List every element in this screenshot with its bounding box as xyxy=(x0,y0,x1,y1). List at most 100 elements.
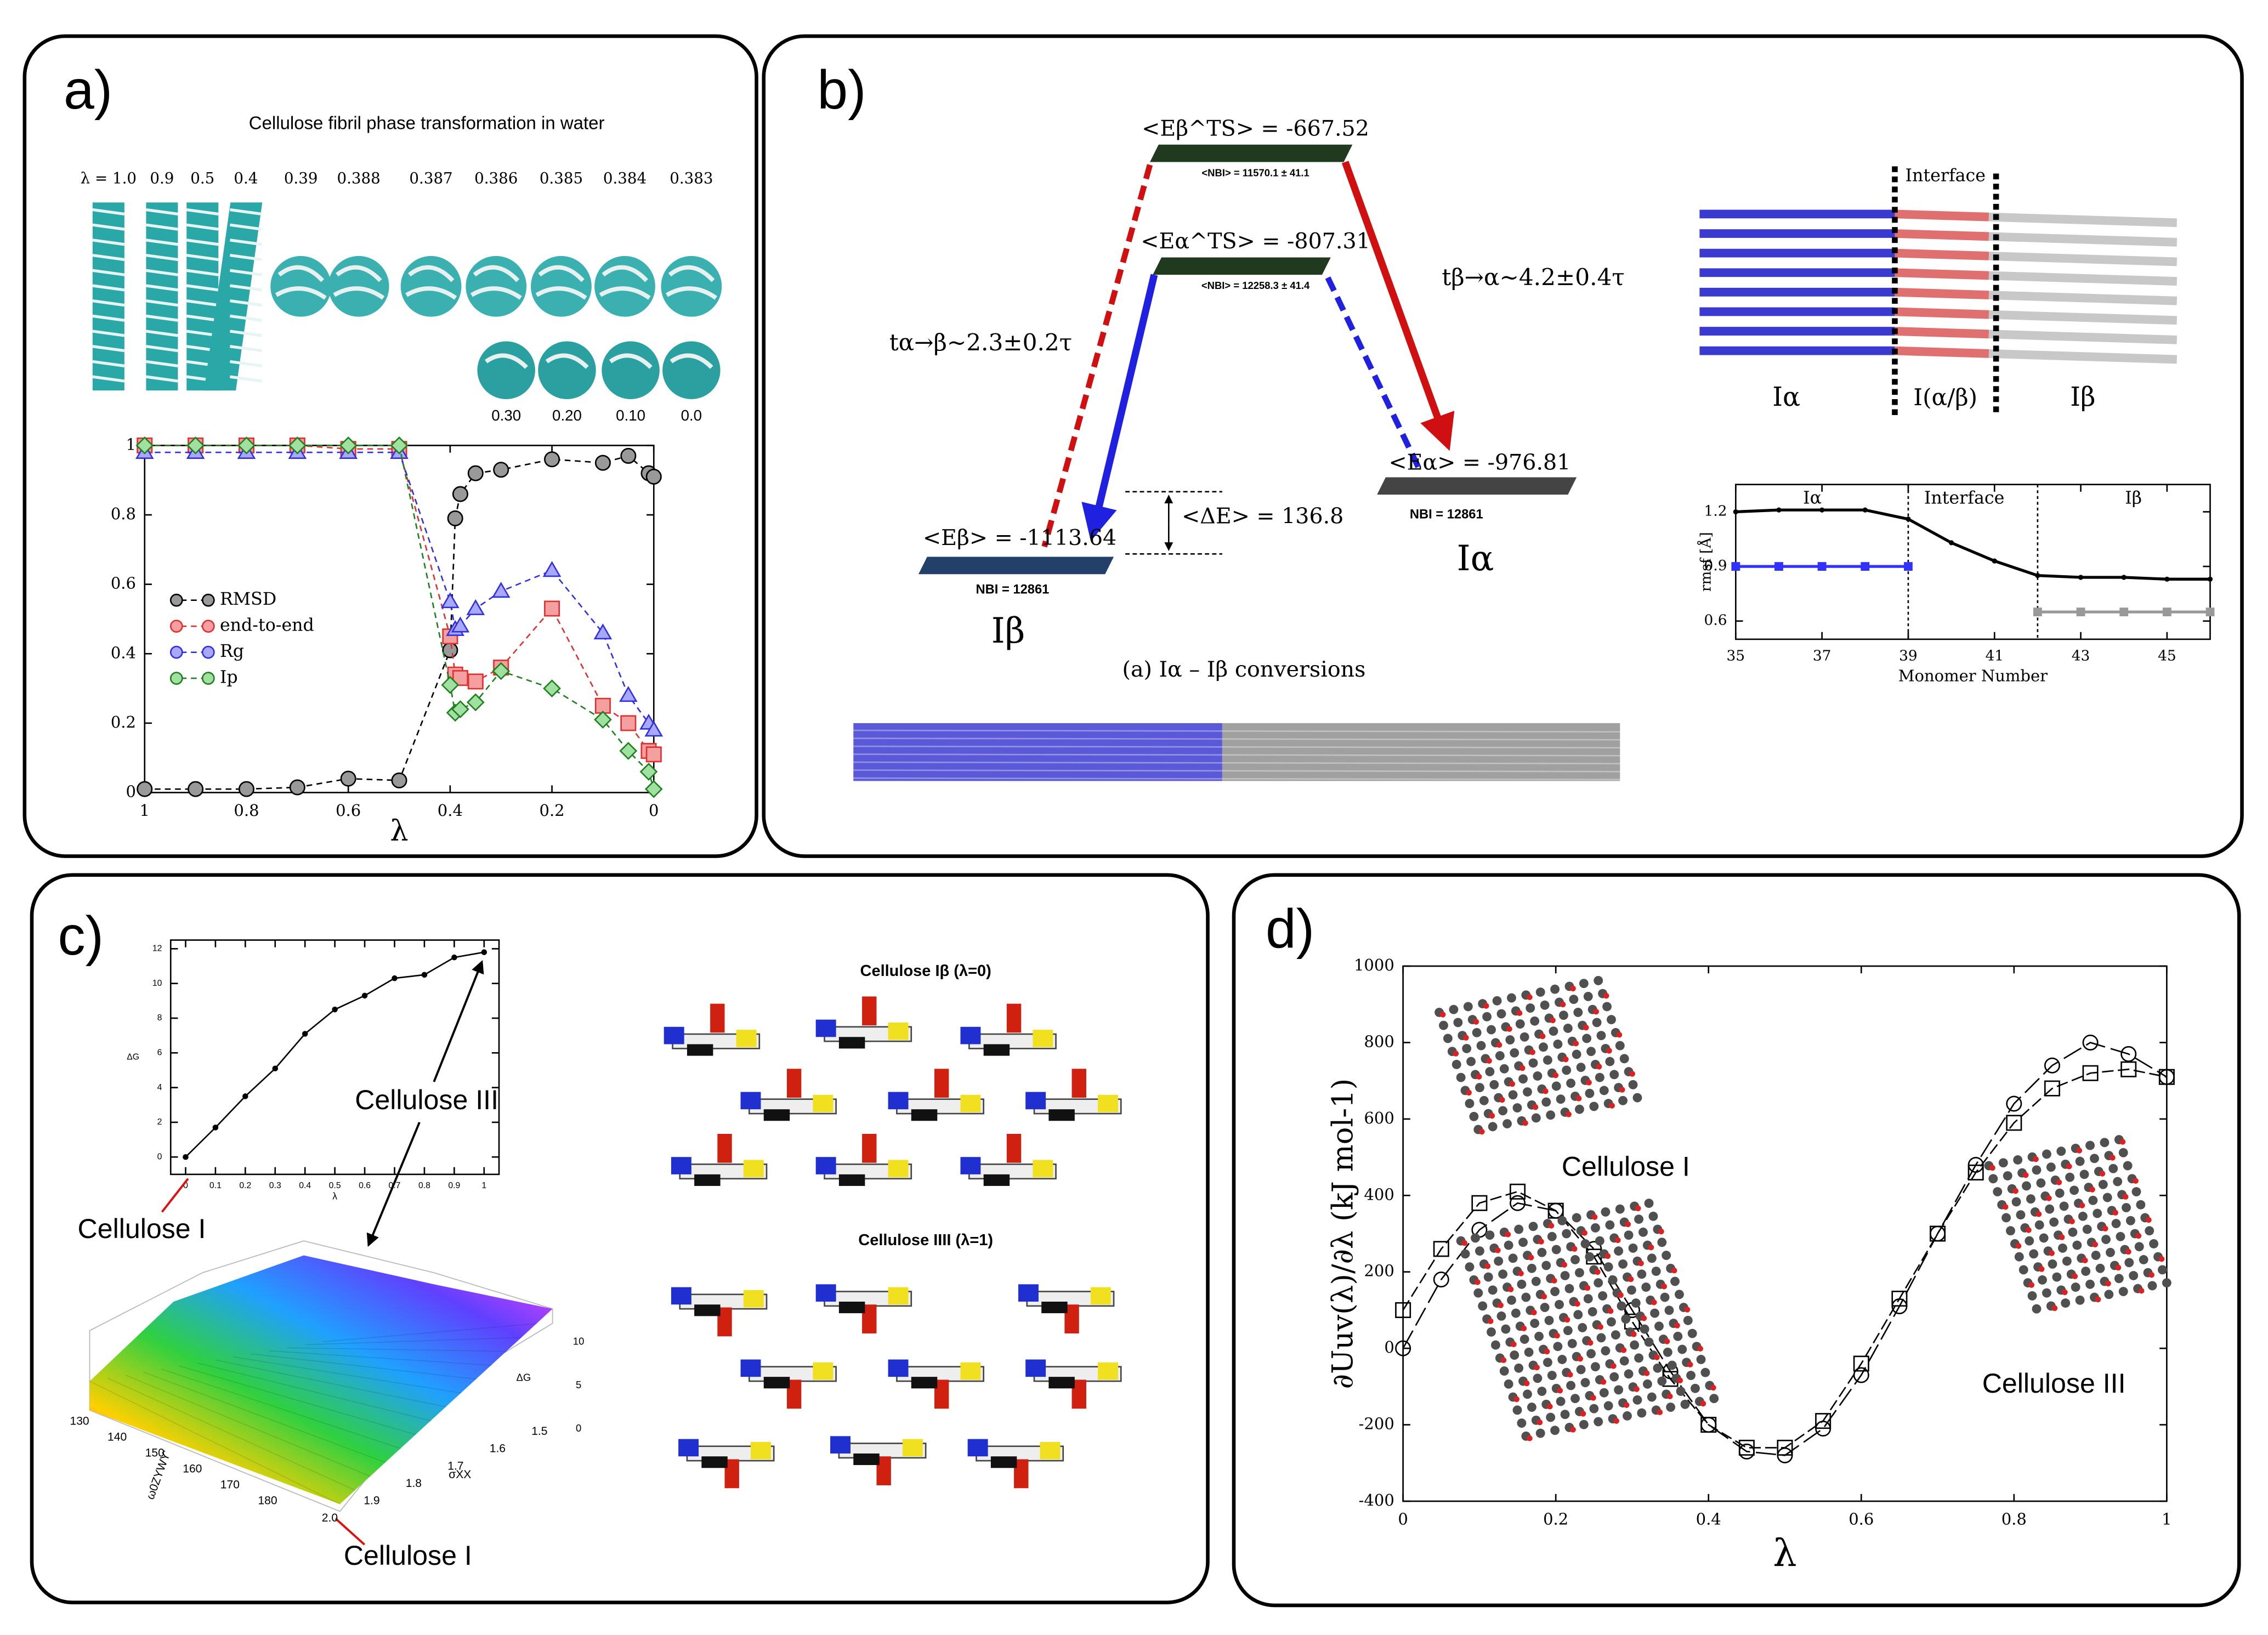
illustration xyxy=(1580,1411,1586,1417)
annotation: Cellulose I xyxy=(1562,1151,1690,1182)
y-tick-label: 0 xyxy=(126,782,135,801)
illustration xyxy=(1648,1244,1654,1251)
illustration xyxy=(1684,1307,1691,1313)
illustration xyxy=(2108,1163,2118,1173)
data-point xyxy=(452,486,468,502)
illustration xyxy=(1527,1263,1536,1273)
illustration xyxy=(1006,1003,1022,1033)
illustration xyxy=(701,1456,728,1468)
illustration xyxy=(1589,1102,1599,1111)
illustration xyxy=(1528,1254,1534,1261)
illustration xyxy=(853,1453,880,1466)
data-point xyxy=(543,679,561,697)
data-point xyxy=(1930,1225,1946,1242)
illustration xyxy=(1697,1346,1703,1352)
illustration xyxy=(1623,1402,1630,1408)
illustration xyxy=(1528,1222,1538,1231)
illustration xyxy=(678,1439,699,1457)
illustration xyxy=(186,253,219,262)
data-point xyxy=(188,781,204,797)
data-point xyxy=(1992,558,1997,564)
illustration xyxy=(2026,1194,2035,1204)
y-tick-label: 0.4 xyxy=(111,643,136,662)
lambda-label: 0.383 xyxy=(670,169,713,188)
illustration xyxy=(1608,1275,1618,1285)
illustration xyxy=(1671,1268,1677,1274)
illustration xyxy=(838,1037,865,1049)
illustration xyxy=(1583,1024,1589,1031)
illustration xyxy=(92,375,125,383)
illustration xyxy=(1596,1064,1602,1070)
data-point xyxy=(137,781,153,797)
legend-swatch xyxy=(201,620,215,633)
data-point xyxy=(544,451,560,468)
data-point xyxy=(1738,1439,1755,1456)
illustration xyxy=(2038,1266,2045,1272)
data-point xyxy=(620,447,637,464)
illustration xyxy=(305,1337,523,1346)
illustration xyxy=(2071,1282,2080,1292)
data-point xyxy=(212,1125,219,1131)
lambda-label: 0.4 xyxy=(234,169,258,188)
illustration xyxy=(2101,1235,2111,1245)
illustration xyxy=(2122,1203,2131,1212)
illustration xyxy=(1033,1030,1053,1047)
illustration xyxy=(1490,1340,1500,1350)
x-tick-label: 0.1 xyxy=(209,1181,222,1190)
y-tick-label: 12 xyxy=(152,944,162,953)
illustration xyxy=(1616,1032,1623,1038)
illustration xyxy=(717,1134,732,1163)
lambda-label: 0.385 xyxy=(540,169,583,188)
illustration xyxy=(2135,1233,2142,1239)
illustration xyxy=(2062,1256,2072,1266)
illustration xyxy=(1472,1027,1482,1037)
illustration xyxy=(1571,1246,1578,1252)
illustration xyxy=(1443,1034,1453,1043)
label: I(α/β) xyxy=(1913,384,1977,411)
illustration xyxy=(1570,985,1576,992)
illustration xyxy=(1071,1069,1086,1098)
illustration xyxy=(1591,1214,1598,1220)
illustration xyxy=(186,284,219,292)
illustration xyxy=(1614,1385,1624,1395)
illustration xyxy=(1502,1119,1512,1128)
illustration xyxy=(1988,330,2178,344)
series-line xyxy=(1402,1068,2167,1449)
illustration xyxy=(2102,1225,2108,1232)
illustration xyxy=(1150,144,1353,162)
x-tick-label: 41 xyxy=(1985,648,2004,665)
data-point xyxy=(2164,576,2170,582)
illustration xyxy=(1473,1019,1479,1025)
data-point xyxy=(1510,1195,1526,1211)
illustration xyxy=(1631,1331,1637,1337)
illustration xyxy=(334,1518,366,1546)
data-point xyxy=(2082,1065,2099,1081)
illustration xyxy=(2148,1271,2154,1278)
data-point xyxy=(2162,608,2171,617)
illustration xyxy=(535,265,587,300)
illustration xyxy=(1596,1333,1606,1343)
series-line xyxy=(185,951,485,1158)
illustration xyxy=(2149,1239,2159,1248)
illustration xyxy=(1650,1308,1660,1318)
illustration xyxy=(146,375,178,383)
illustration xyxy=(1495,1247,1501,1253)
illustration xyxy=(1556,1396,1566,1406)
x-tick-label: 0.2 xyxy=(1543,1509,1568,1528)
illustration xyxy=(2035,1211,2042,1217)
illustration xyxy=(2113,1177,2123,1186)
illustration xyxy=(1634,1353,1644,1363)
illustration xyxy=(1547,1403,1553,1410)
illustration xyxy=(1895,268,1989,280)
illustration xyxy=(862,1134,877,1163)
illustration xyxy=(2052,1272,2062,1282)
illustration xyxy=(853,737,1620,741)
illustration xyxy=(1611,1330,1620,1340)
lambda-label: 0.20 xyxy=(552,407,582,424)
data-point xyxy=(2035,573,2040,578)
panel-frame xyxy=(22,34,758,858)
data-point xyxy=(1433,1271,1449,1288)
illustration xyxy=(1550,1426,1560,1435)
illustration xyxy=(1566,1381,1576,1390)
illustration xyxy=(1222,723,1620,781)
